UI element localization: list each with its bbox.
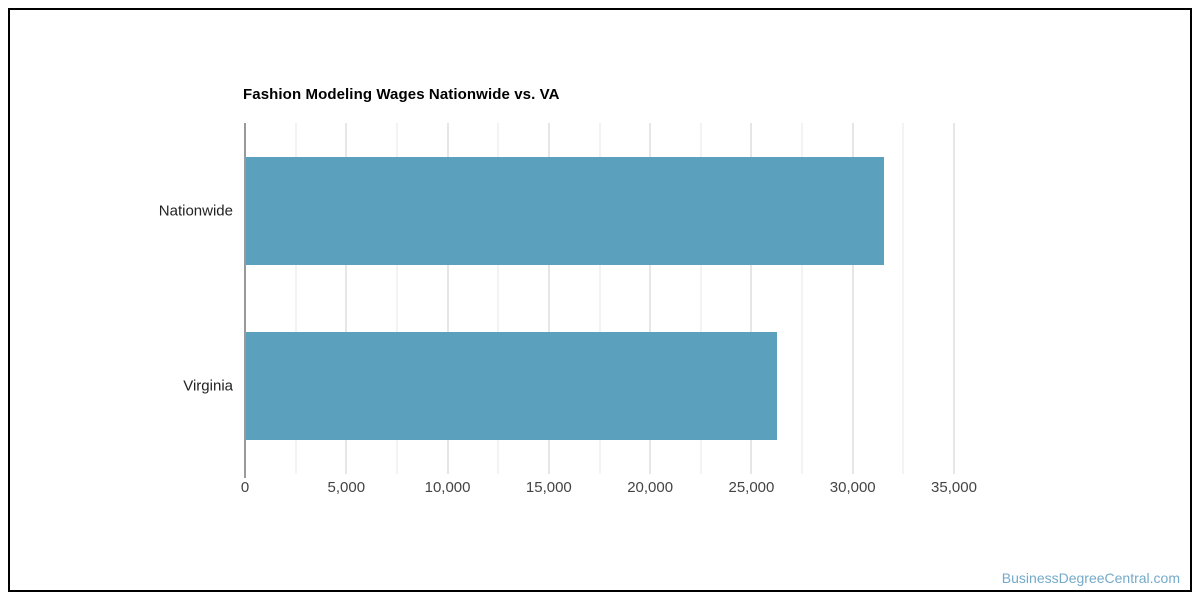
x-gridline xyxy=(599,123,600,474)
x-gridline xyxy=(295,123,297,474)
x-tick-label: 35,000 xyxy=(931,479,977,496)
x-gridline xyxy=(548,123,550,474)
chart-frame-border xyxy=(8,8,1192,592)
x-gridline xyxy=(852,123,854,474)
x-tick-label: 0 xyxy=(240,479,250,496)
x-tick-label: 5,000 xyxy=(327,479,366,496)
x-tick-label: 10,000 xyxy=(424,479,471,496)
y-axis-category-labels: Nationwide Virginia xyxy=(0,123,233,474)
x-tick-label: 25,000 xyxy=(728,479,775,496)
chart-title: Fashion Modeling Wages Nationwide vs. VA xyxy=(243,86,560,103)
x-tick-label: 20,000 xyxy=(627,479,674,496)
x-gridline xyxy=(750,123,752,474)
x-gridline xyxy=(649,123,651,474)
plot-area xyxy=(244,123,955,478)
x-tick-label: 30,000 xyxy=(829,479,876,496)
x-gridline xyxy=(345,123,347,474)
category-label-virginia: Virginia xyxy=(183,377,233,395)
x-gridline xyxy=(801,123,803,474)
x-gridline xyxy=(447,123,449,474)
x-gridline xyxy=(497,123,499,474)
bar-virginia xyxy=(246,332,777,441)
x-axis-tick-labels: 0 5,000 10,000 15,000 20,000 25,000 30,000 35,0… xyxy=(241,479,977,499)
watermark-text: BusinessDegreeCentral.com xyxy=(1001,570,1180,586)
x-gridline xyxy=(396,123,398,474)
y-axis-line xyxy=(244,123,246,478)
x-gridline xyxy=(902,123,904,474)
x-gridline xyxy=(700,123,702,474)
bar-nationwide xyxy=(246,156,885,265)
category-label-nationwide: Nationwide xyxy=(158,202,233,220)
x-gridline xyxy=(953,123,955,474)
x-tick-label: 15,000 xyxy=(525,479,572,496)
